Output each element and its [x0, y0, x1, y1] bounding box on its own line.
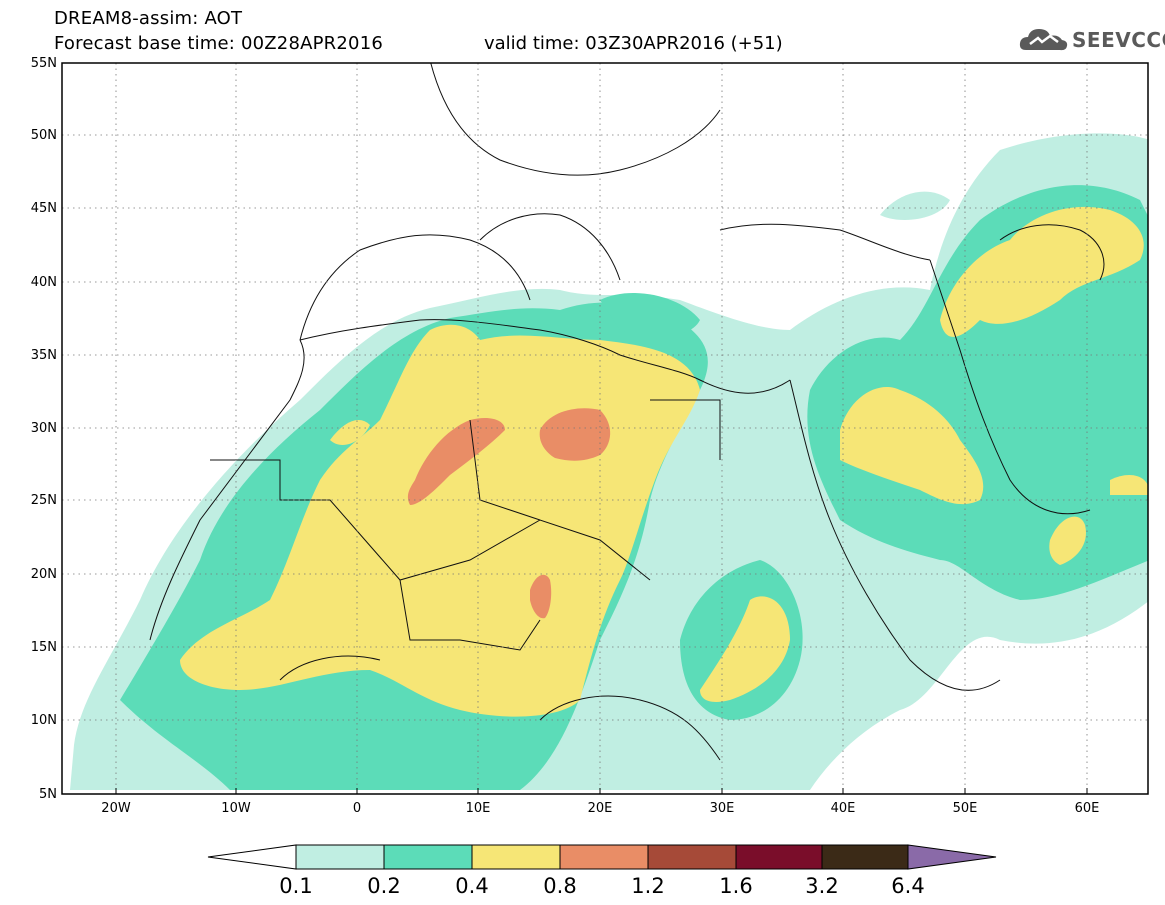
- map-title: DREAM8-assim: AOT: [54, 8, 243, 29]
- colorbar-swatch: [821, 844, 909, 870]
- colorbar-swatch: [471, 844, 561, 870]
- colorbar-label: 0.1: [279, 874, 312, 898]
- colorbar-label: 1.6: [719, 874, 752, 898]
- y-tick-labels: 5N 10N 15N 20N 25N 30N 35N 40N 45N 50N 5…: [31, 56, 57, 802]
- y-tick-label: 55N: [31, 56, 57, 71]
- y-tick-label: 10N: [31, 713, 57, 728]
- cloud-logo-icon: [1019, 29, 1068, 51]
- colorbar-label: 0.2: [367, 874, 400, 898]
- y-tick-label: 30N: [31, 421, 57, 436]
- x-tick-label: 60E: [1075, 801, 1100, 816]
- map-grid: [62, 63, 1148, 794]
- x-tick-label: 10E: [466, 801, 491, 816]
- valid-time: valid time: 03Z30APR2016 (+51): [484, 33, 783, 54]
- tick-marks: [115, 788, 1088, 794]
- x-tick-label: 20E: [588, 801, 613, 816]
- y-tick-label: 5N: [39, 787, 57, 802]
- y-tick-label: 20N: [31, 567, 57, 582]
- colorbar: [207, 844, 997, 870]
- x-tick-label: 10W: [221, 801, 251, 816]
- x-tick-labels: 20W 10W 0 10E 20E 30E 40E 50E 60E: [101, 801, 1099, 816]
- x-tick-label: 50E: [953, 801, 978, 816]
- colorbar-label: 0.8: [543, 874, 576, 898]
- colorbar-over-arrow: [907, 844, 997, 870]
- y-tick-label: 25N: [31, 493, 57, 508]
- map-frame: [61, 62, 1149, 795]
- aot-band-0.8: [407, 408, 611, 619]
- y-tick-label: 35N: [31, 348, 57, 363]
- y-tick-label: 40N: [31, 275, 57, 290]
- colorbar-swatch: [735, 844, 823, 870]
- y-tick-label: 45N: [31, 201, 57, 216]
- colorbar-labels: 0.1 0.2 0.4 0.8 1.2 1.6 3.2 6.4: [279, 874, 924, 898]
- colorbar-swatch: [383, 844, 473, 870]
- aot-contours: [70, 133, 1148, 790]
- x-tick-label: 40E: [831, 801, 856, 816]
- x-tick-label: 20W: [101, 801, 131, 816]
- y-tick-label: 15N: [31, 640, 57, 655]
- coastlines-and-borders: [149, 63, 1105, 761]
- colorbar-swatch: [647, 844, 737, 870]
- colorbar-swatch: [295, 844, 385, 870]
- colorbar-label: 6.4: [891, 874, 924, 898]
- colorbar-label: 3.2: [805, 874, 838, 898]
- logo-text: SEEVCCC: [1072, 28, 1165, 52]
- x-tick-label: 0: [353, 801, 361, 816]
- forecast-base-time: Forecast base time: 00Z28APR2016: [54, 33, 383, 54]
- colorbar-label: 1.2: [631, 874, 664, 898]
- y-tick-label: 50N: [31, 128, 57, 143]
- colorbar-swatch: [559, 844, 649, 870]
- seevccc-logo: SEEVCCC: [1018, 24, 1165, 56]
- colorbar-label: 0.4: [455, 874, 488, 898]
- x-tick-label: 30E: [710, 801, 735, 816]
- colorbar-under-arrow: [207, 844, 297, 870]
